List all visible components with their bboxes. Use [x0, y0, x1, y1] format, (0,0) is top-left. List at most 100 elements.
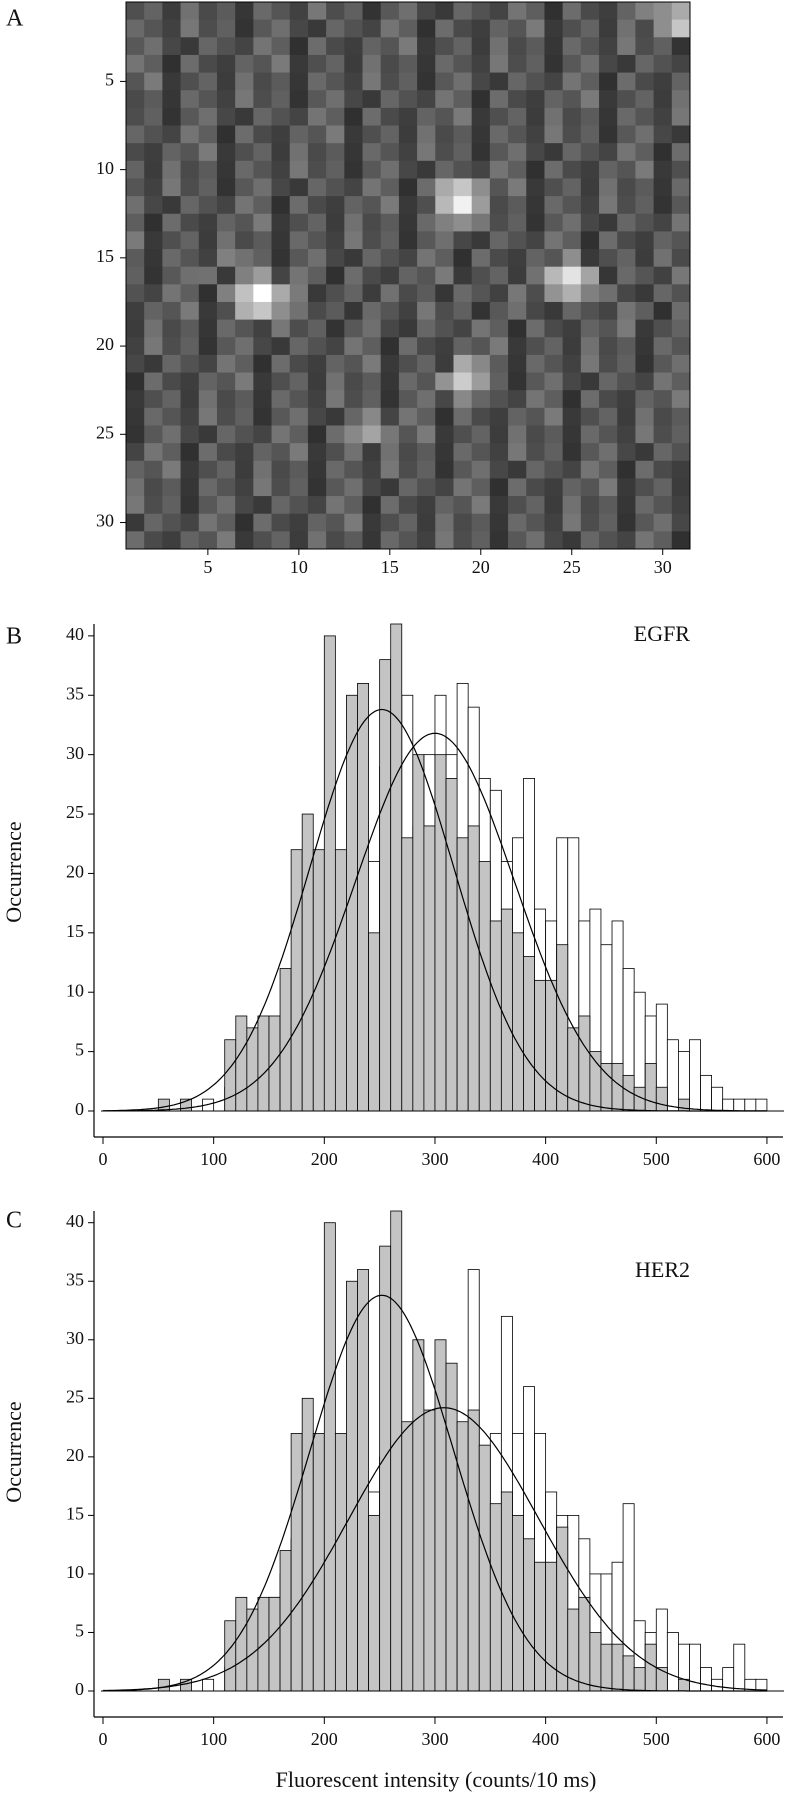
pixel	[198, 354, 218, 374]
pixel	[307, 443, 327, 462]
pixel	[489, 178, 509, 197]
pixel	[508, 372, 527, 391]
pixel	[526, 90, 545, 109]
pixel	[671, 478, 691, 497]
pixel	[635, 407, 655, 426]
pixel	[216, 354, 236, 374]
pixel	[617, 390, 636, 409]
pixel	[671, 196, 691, 215]
pixel	[126, 319, 145, 338]
pixel	[617, 337, 636, 356]
pixel	[144, 531, 163, 550]
pixel	[180, 231, 200, 250]
pixel	[198, 107, 218, 127]
pixel	[326, 425, 345, 444]
pixel	[417, 284, 436, 303]
pixel	[435, 125, 454, 144]
pixel	[144, 372, 163, 391]
pixel	[253, 19, 273, 38]
x-tick-label: 10	[290, 557, 308, 577]
pixel	[398, 496, 418, 515]
pixel	[580, 249, 600, 268]
pixel	[289, 460, 309, 479]
pixel	[235, 143, 254, 162]
histogram-bar	[700, 1074, 713, 1112]
histogram-bar	[445, 778, 458, 1112]
pixel	[235, 266, 254, 285]
pixel	[126, 354, 145, 374]
pixel	[671, 337, 691, 356]
pixel	[307, 178, 327, 197]
pixel	[544, 37, 564, 56]
pixel	[326, 54, 345, 74]
pixel	[508, 160, 527, 179]
pixel	[562, 319, 582, 338]
pixel	[508, 319, 527, 338]
pixel	[453, 196, 473, 215]
pixel	[289, 143, 309, 162]
pixel	[471, 196, 491, 215]
pixel	[144, 496, 163, 515]
pixel	[253, 90, 273, 109]
histogram-bar	[489, 920, 502, 1112]
pixel	[562, 249, 582, 268]
pixel	[126, 19, 145, 38]
pixel	[144, 390, 163, 409]
pixel	[326, 72, 345, 91]
pixel	[526, 213, 545, 232]
pixel	[489, 2, 509, 21]
pixel	[271, 443, 291, 462]
pixel	[326, 213, 345, 232]
pixel	[508, 354, 527, 374]
pixel	[508, 443, 527, 462]
pixel	[471, 372, 491, 391]
histogram-bar	[467, 825, 480, 1112]
pixel	[344, 196, 364, 215]
pixel	[289, 90, 309, 109]
pixel	[453, 19, 473, 38]
pixel	[599, 107, 618, 127]
pixel	[617, 478, 636, 497]
pixel	[344, 443, 364, 462]
pixel	[126, 407, 145, 426]
pixel	[235, 478, 254, 497]
pixel	[398, 337, 418, 356]
pixel	[271, 107, 291, 127]
pixel	[198, 301, 218, 321]
pixel	[562, 143, 582, 162]
histogram-bar	[268, 1596, 281, 1692]
pixel	[271, 231, 291, 250]
pixel	[562, 443, 582, 462]
pixel	[489, 284, 509, 303]
pixel	[653, 460, 673, 479]
pixel	[435, 460, 454, 479]
pixel	[435, 478, 454, 497]
pixel	[307, 390, 327, 409]
pixel	[417, 531, 436, 550]
pixel	[562, 390, 582, 409]
pixel	[326, 143, 345, 162]
pixel	[126, 2, 145, 21]
pixel	[289, 443, 309, 462]
pixel	[380, 178, 400, 197]
pixel	[653, 319, 673, 338]
pixel	[162, 72, 182, 91]
pixel	[362, 354, 382, 374]
pixel	[471, 90, 491, 109]
pixel	[617, 249, 636, 268]
pixel	[307, 478, 327, 497]
pixel	[653, 249, 673, 268]
x-tick-label: 300	[421, 1729, 448, 1749]
pixel	[326, 196, 345, 215]
pixel	[198, 213, 218, 232]
pixel	[671, 301, 691, 321]
pixel	[198, 72, 218, 91]
pixel	[362, 54, 382, 74]
pixel	[162, 354, 182, 374]
pixel	[380, 231, 400, 250]
pixel	[471, 301, 491, 321]
pixel	[617, 160, 636, 179]
pixel	[526, 354, 545, 374]
pixel	[489, 266, 509, 285]
pixel	[580, 337, 600, 356]
